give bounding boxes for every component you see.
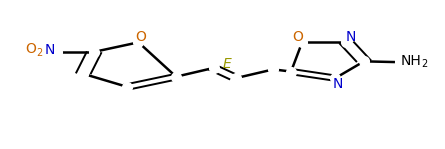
- Text: N: N: [332, 77, 343, 91]
- Text: N: N: [346, 30, 356, 44]
- Text: O: O: [135, 30, 146, 44]
- Text: E: E: [222, 57, 231, 71]
- Text: O: O: [25, 42, 36, 56]
- Text: 2: 2: [36, 48, 43, 58]
- Text: N: N: [45, 43, 55, 57]
- Text: 2: 2: [421, 59, 428, 69]
- Text: NH: NH: [400, 54, 421, 68]
- Text: O: O: [292, 30, 303, 44]
